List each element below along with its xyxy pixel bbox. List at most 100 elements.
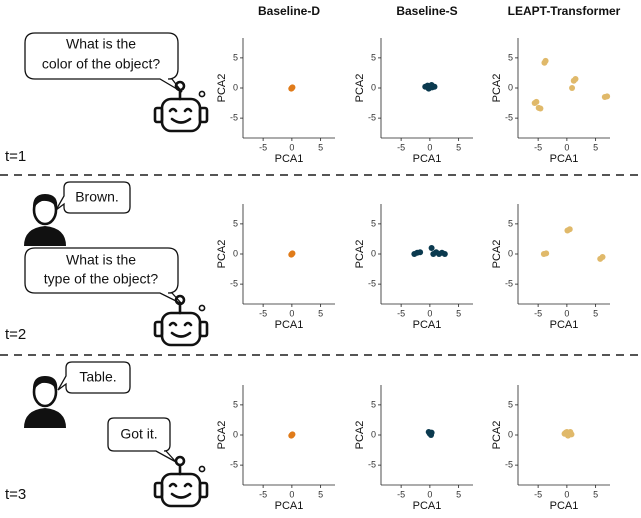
y-tick-label: -5 xyxy=(505,278,513,288)
robot-icon xyxy=(155,82,207,131)
point xyxy=(543,250,549,256)
x-axis-label: PCA1 xyxy=(413,319,442,331)
bubble-text: type of the object? xyxy=(44,271,159,287)
y-tick-label: -5 xyxy=(230,112,238,122)
time-label: t=1 xyxy=(5,148,26,165)
x-tick-label: -5 xyxy=(534,308,542,318)
y-tick-label: -5 xyxy=(505,112,513,122)
x-tick-label: 5 xyxy=(456,308,461,318)
x-tick-label: -5 xyxy=(259,308,267,318)
x-tick-label: 0 xyxy=(289,308,294,318)
y-tick-label: 5 xyxy=(233,399,238,409)
y-axis-label: PCA2 xyxy=(491,421,503,450)
point xyxy=(543,58,549,64)
point xyxy=(533,99,539,105)
point xyxy=(604,93,610,99)
x-tick-label: 5 xyxy=(593,142,598,152)
bubble-text: Brown. xyxy=(75,189,119,205)
y-tick-label: 0 xyxy=(508,429,513,439)
column-title: Baseline-D xyxy=(258,4,320,18)
y-axis-label: PCA2 xyxy=(491,74,503,103)
x-tick-label: 0 xyxy=(427,308,432,318)
point xyxy=(442,251,448,257)
y-tick-label: 5 xyxy=(371,52,376,62)
x-tick-label: 5 xyxy=(456,142,461,152)
x-tick-label: -5 xyxy=(534,489,542,499)
x-tick-label: 0 xyxy=(427,142,432,152)
time-label: t=3 xyxy=(5,486,26,503)
y-axis-label: PCA2 xyxy=(216,74,228,103)
y-tick-label: 0 xyxy=(233,248,238,258)
y-tick-label: 0 xyxy=(508,248,513,258)
y-tick-label: -5 xyxy=(368,278,376,288)
bubble-text: Got it. xyxy=(120,426,157,442)
x-tick-label: 0 xyxy=(289,489,294,499)
bubble-text: What is the xyxy=(66,252,136,268)
y-axis-label: PCA2 xyxy=(491,240,503,269)
x-axis-label: PCA1 xyxy=(275,319,304,331)
point xyxy=(429,82,435,88)
point xyxy=(417,249,423,255)
time-label: t=2 xyxy=(5,326,26,343)
x-axis-label: PCA1 xyxy=(413,500,442,512)
column-title: LEAPT-Transformer xyxy=(508,4,621,18)
point xyxy=(569,85,575,91)
x-tick-label: -5 xyxy=(259,489,267,499)
robot-icon xyxy=(155,457,207,506)
y-tick-label: 5 xyxy=(371,399,376,409)
x-tick-label: -5 xyxy=(534,142,542,152)
bubble-text: Table. xyxy=(79,369,116,385)
x-tick-label: 0 xyxy=(427,489,432,499)
point xyxy=(567,429,573,435)
y-axis-label: PCA2 xyxy=(216,421,228,450)
y-axis-label: PCA2 xyxy=(354,74,366,103)
y-tick-label: 0 xyxy=(371,248,376,258)
x-axis-label: PCA1 xyxy=(413,153,442,165)
y-tick-label: -5 xyxy=(505,459,513,469)
y-tick-label: 0 xyxy=(233,82,238,92)
robot-icon xyxy=(155,296,207,345)
y-tick-label: 5 xyxy=(508,52,513,62)
point xyxy=(288,86,294,92)
person-icon xyxy=(24,194,66,246)
y-tick-label: 5 xyxy=(508,218,513,228)
dialogue: What is the color of the object? t=1 Bro… xyxy=(0,33,641,506)
y-tick-label: 0 xyxy=(371,429,376,439)
y-tick-label: -5 xyxy=(230,459,238,469)
person-icon xyxy=(24,376,66,428)
y-tick-label: 0 xyxy=(508,82,513,92)
x-tick-label: -5 xyxy=(397,142,405,152)
point xyxy=(537,105,543,111)
x-axis-label: PCA1 xyxy=(550,500,579,512)
x-tick-label: 0 xyxy=(289,142,294,152)
x-tick-label: 0 xyxy=(564,489,569,499)
x-tick-label: -5 xyxy=(397,489,405,499)
y-tick-label: 0 xyxy=(371,82,376,92)
y-tick-label: 0 xyxy=(233,429,238,439)
point xyxy=(288,252,294,258)
y-tick-label: 5 xyxy=(371,218,376,228)
x-tick-label: 0 xyxy=(564,308,569,318)
column-title: Baseline-S xyxy=(396,4,457,18)
figure: What is the color of the object? t=1 Bro… xyxy=(0,0,641,513)
x-tick-label: 5 xyxy=(593,489,598,499)
point xyxy=(288,433,294,439)
y-axis-label: PCA2 xyxy=(216,240,228,269)
y-axis-label: PCA2 xyxy=(354,240,366,269)
y-tick-label: -5 xyxy=(368,459,376,469)
point xyxy=(428,432,434,438)
point xyxy=(573,76,579,82)
x-axis-label: PCA1 xyxy=(550,319,579,331)
y-axis-label: PCA2 xyxy=(354,421,366,450)
x-tick-label: 5 xyxy=(318,489,323,499)
x-tick-label: 5 xyxy=(318,308,323,318)
x-tick-label: 5 xyxy=(593,308,598,318)
x-tick-label: 5 xyxy=(318,142,323,152)
x-axis-label: PCA1 xyxy=(275,153,304,165)
x-axis-label: PCA1 xyxy=(550,153,579,165)
x-tick-label: -5 xyxy=(397,308,405,318)
x-tick-label: 0 xyxy=(564,142,569,152)
bubble-text: What is the xyxy=(66,36,136,52)
y-tick-label: 5 xyxy=(508,399,513,409)
y-tick-label: 5 xyxy=(233,218,238,228)
